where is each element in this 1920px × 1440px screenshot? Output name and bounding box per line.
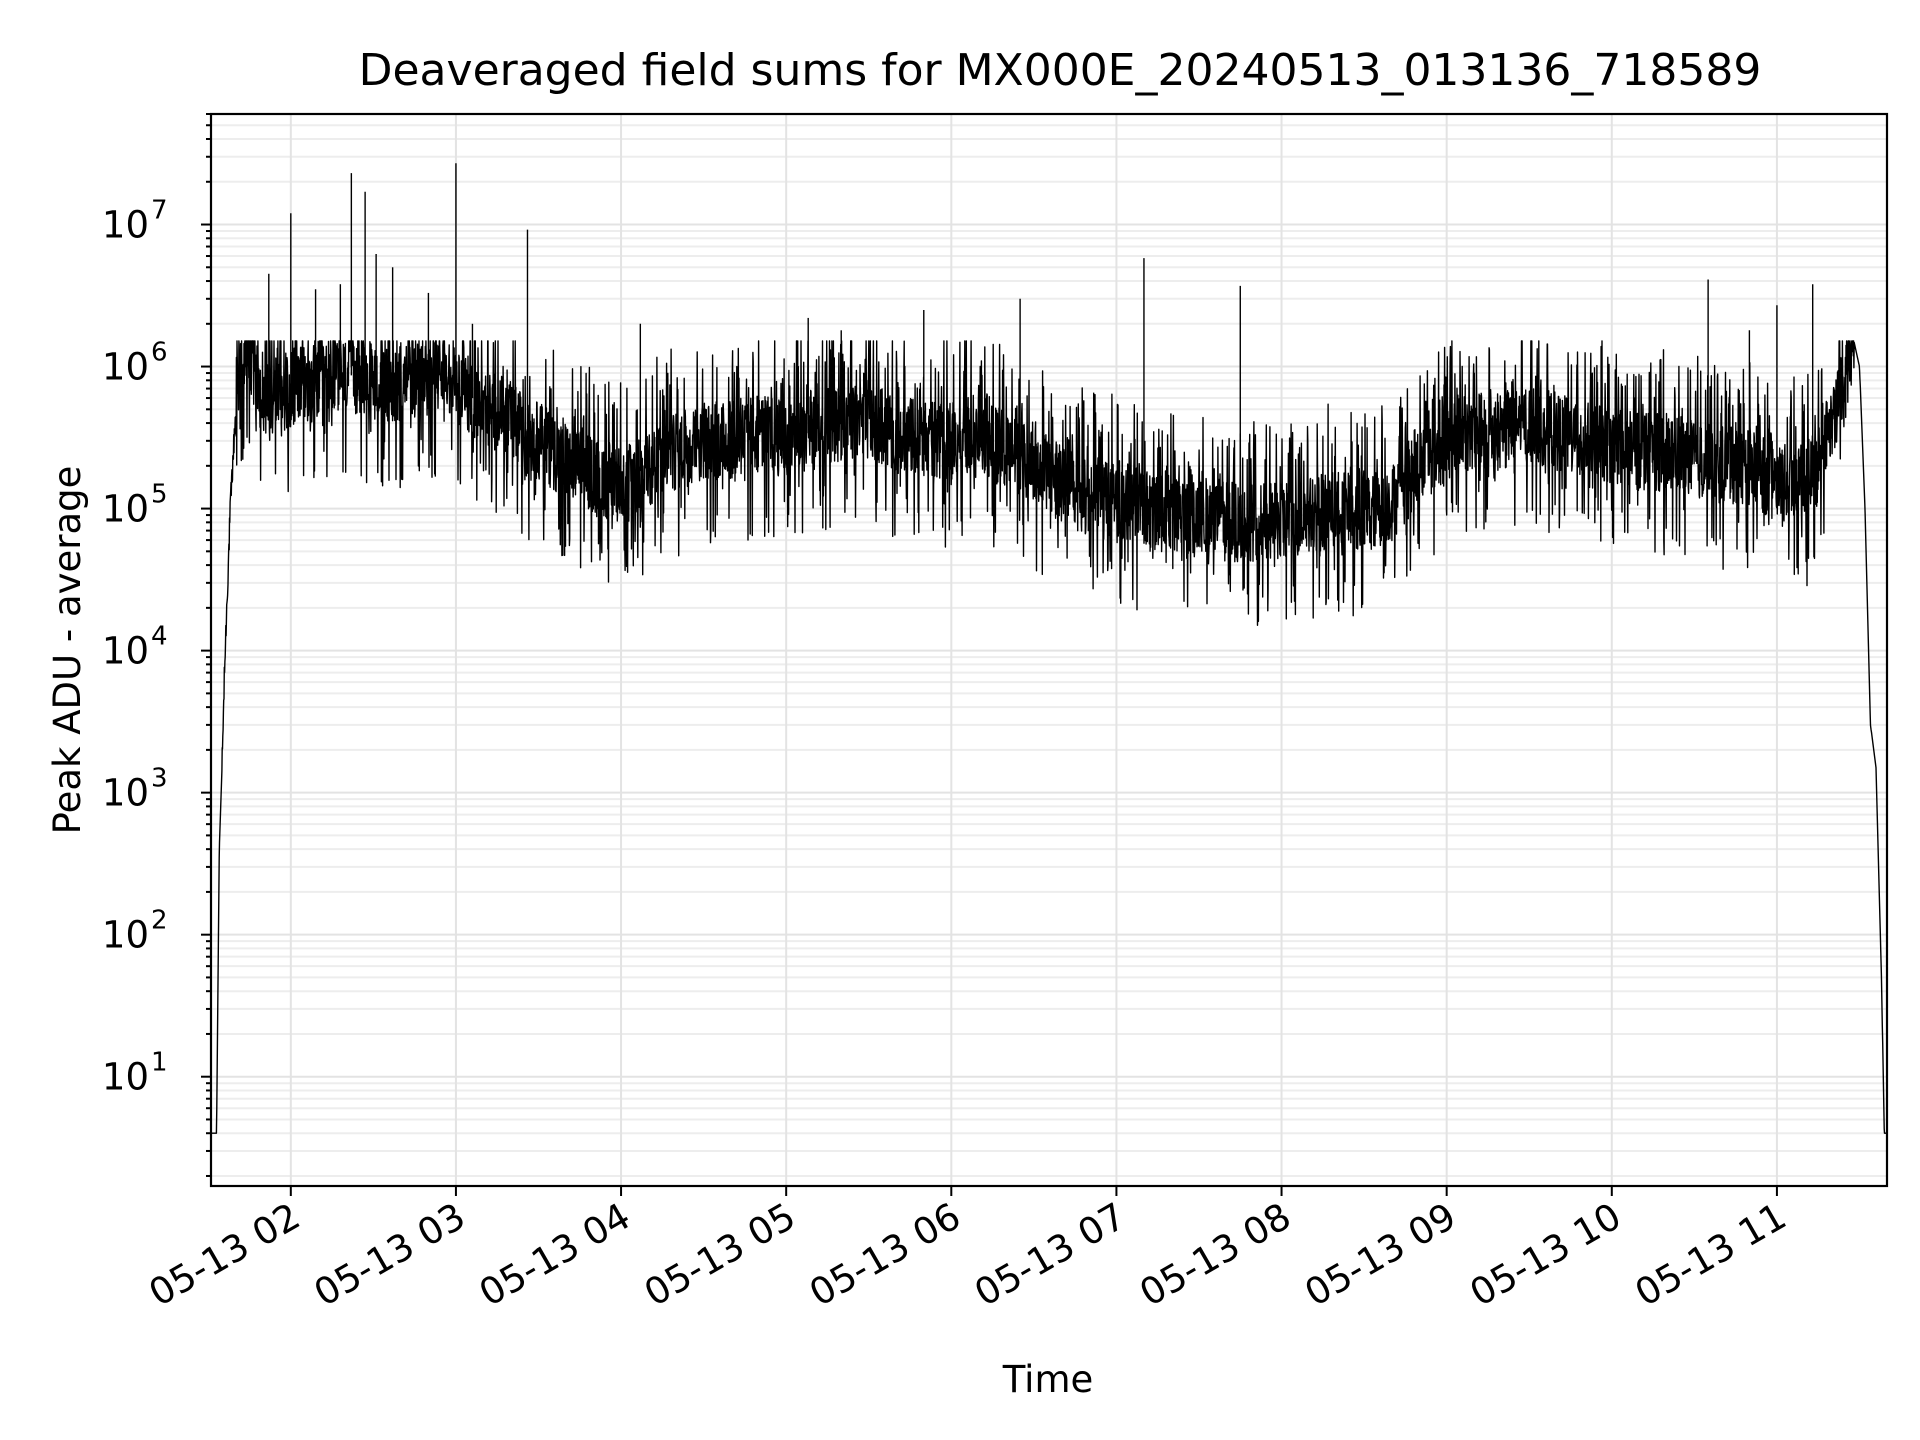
x-tick-label: 05-13 08: [1132, 1195, 1298, 1315]
y-tick-label: 10: [102, 914, 149, 957]
y-tick-label: 10: [102, 488, 149, 531]
y-tick-label-base: 10: [102, 772, 149, 815]
grid: [211, 113, 1887, 1186]
x-tick-label: 05-13 05: [637, 1195, 803, 1315]
y-tick-label-base: 10: [102, 488, 149, 531]
x-tick-labels: 05-13 02 05-13 03 05-13 04 05-13 05 05-13 06…: [142, 1195, 1794, 1315]
y-tick-label-exponent: 3: [151, 764, 168, 794]
y-tick-label-exponent: 4: [151, 622, 168, 652]
x-tick-label: 05-13 04: [472, 1195, 638, 1315]
x-tick-label: 05-13 02: [142, 1195, 308, 1315]
y-tick-label-base: 10: [102, 346, 149, 389]
y-tick-label-base: 10: [102, 1056, 149, 1099]
y-tick-label-exponent: 2: [151, 906, 168, 936]
y-tick-label-base: 10: [102, 204, 149, 247]
y-tick-label-exponent: 6: [151, 338, 168, 368]
x-tick-label: 05-13 03: [307, 1195, 473, 1315]
y-tick-label: 10: [102, 204, 149, 247]
series-line: [210, 340, 1888, 1134]
y-axis-label: Peak ADU - average: [46, 466, 89, 835]
y-tick-label-exponent: 5: [151, 480, 168, 510]
y-tick-label: 10: [102, 1056, 149, 1099]
y-tick-label: 10: [102, 630, 149, 673]
x-tick-label: 05-13 10: [1463, 1195, 1629, 1315]
series-layer: [210, 163, 1888, 1134]
x-tick-label: 05-13 09: [1298, 1195, 1464, 1315]
ticks: [201, 113, 1778, 1196]
x-tick-label: 05-13 11: [1628, 1195, 1794, 1315]
y-tick-label-base: 10: [102, 630, 149, 673]
chart-title: Deaveraged field sums for MX000E_2024051…: [359, 45, 1762, 96]
y-tick-label-exponent: 1: [151, 1048, 168, 1078]
x-axis-label: Time: [1002, 1358, 1094, 1401]
x-tick-label: 05-13 06: [802, 1195, 968, 1315]
y-tick-label: 10: [102, 772, 149, 815]
y-tick-label-exponent: 7: [151, 196, 168, 226]
x-tick-label: 05-13 07: [967, 1195, 1133, 1315]
y-tick-label-base: 10: [102, 914, 149, 957]
y-tick-label: 10: [102, 346, 149, 389]
